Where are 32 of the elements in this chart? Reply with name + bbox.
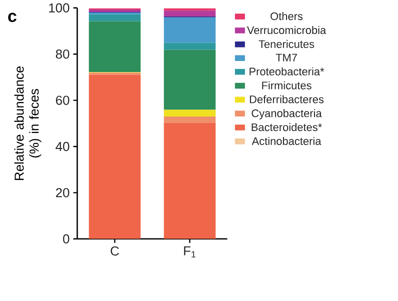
bar [164, 17, 216, 43]
legend-label: Firmicutes [262, 81, 312, 90]
bar [88, 21, 141, 72]
legend-label: Bacteroidetes* [252, 122, 322, 131]
y-tick-label: 40 [56, 142, 70, 151]
y-axis-title: Relative abundance (%) in feces [14, 66, 42, 180]
y-tick-label: 100 [49, 3, 70, 12]
bar [164, 42, 216, 50]
legend-label: Cyanobacteria [252, 109, 322, 120]
text: TM7 [276, 54, 297, 62]
bar [88, 14, 141, 22]
bar [164, 122, 216, 239]
legend-label: Proteobacteria* [250, 67, 324, 76]
y-tick-label: 60 [56, 96, 70, 105]
bar [88, 72, 141, 75]
legend-label: Verrucomicrobia [246, 26, 326, 34]
legend-label: Actinobacteria [252, 136, 322, 145]
y-tick-label: 20 [56, 188, 70, 198]
x-tick-label: C [110, 246, 119, 256]
legend-label: Others [270, 12, 303, 20]
bar [164, 116, 216, 123]
legend-label: Tenericutes [258, 40, 314, 48]
y-tick-label: 80 [56, 49, 70, 59]
bar [88, 74, 141, 239]
legend-label: Deferribacteres [250, 95, 324, 104]
bar [164, 110, 216, 116]
y-tick-label: 0 [63, 234, 70, 244]
chart-title: c [8, 12, 16, 22]
x-tick-label: F$_{1}$ [184, 246, 196, 258]
bar [88, 9, 141, 12]
bar [164, 50, 216, 110]
bar [164, 10, 216, 16]
